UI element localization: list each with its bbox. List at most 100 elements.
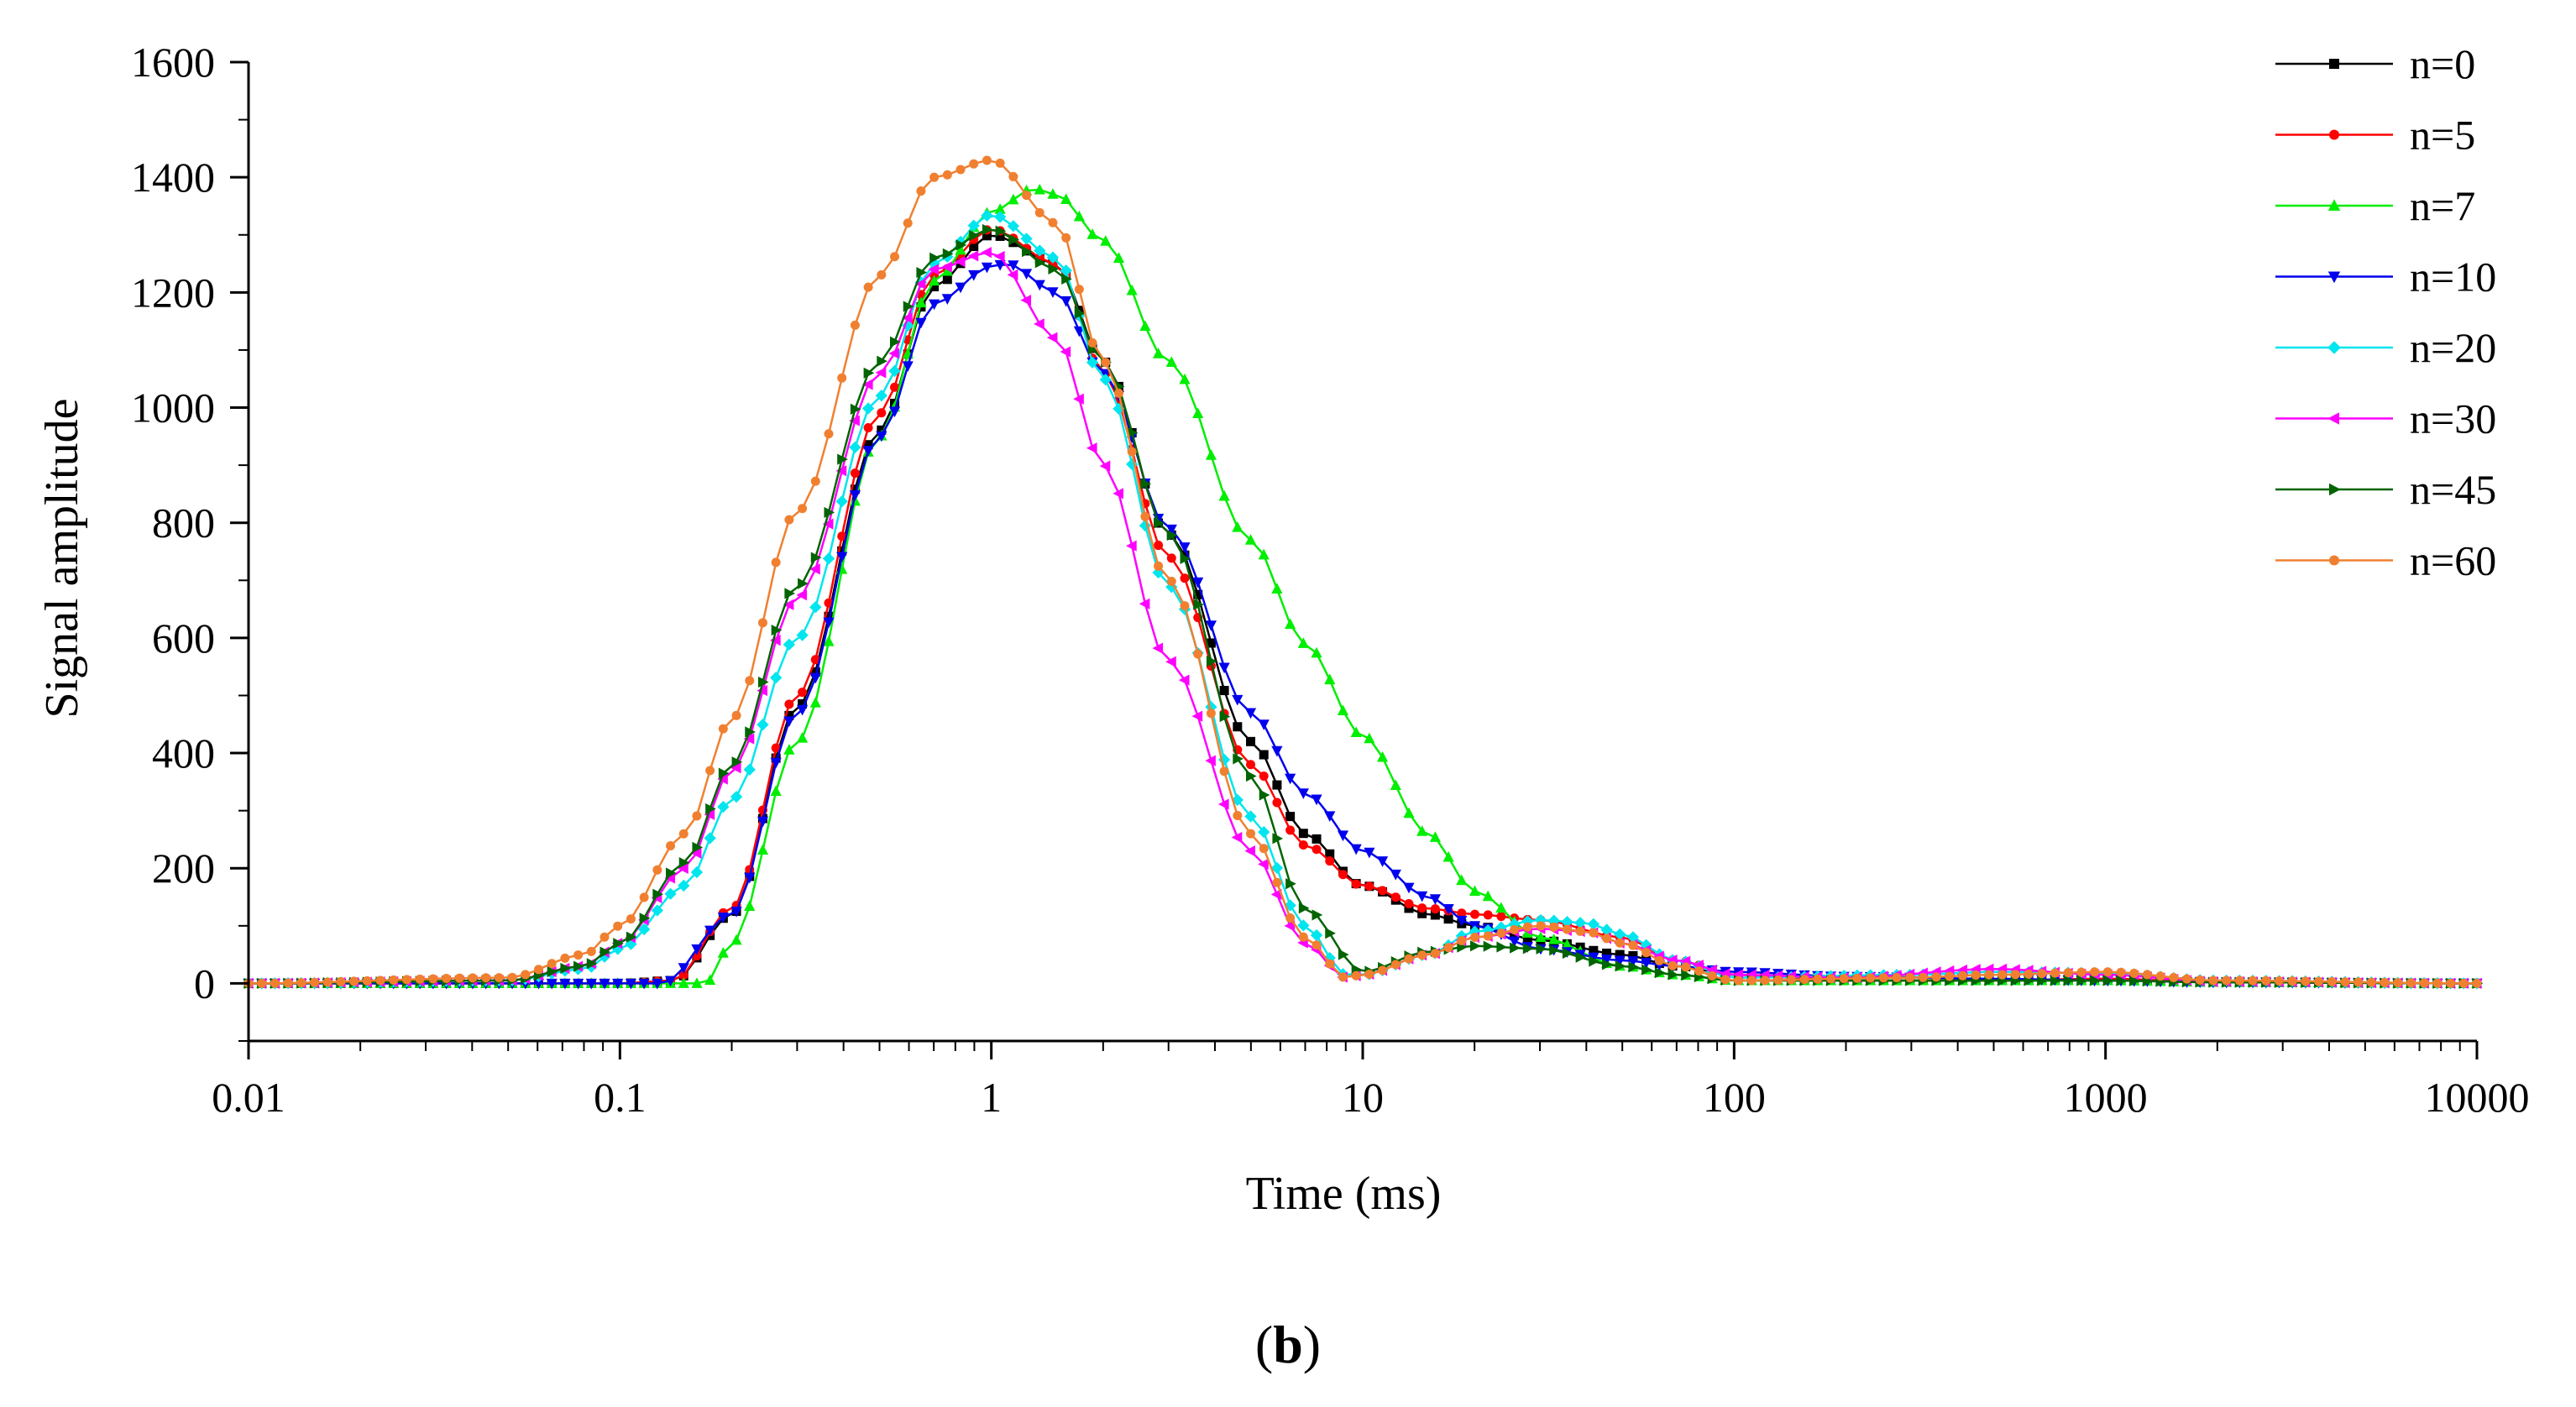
data-point <box>1259 750 1269 760</box>
nmr-t2-chart: 0.01 0.1 1 10 100 1000 10000 0 200 400 600 800 1000 1… <box>36 39 2530 1220</box>
data-point <box>1152 642 1164 654</box>
data-point <box>1931 972 1941 982</box>
data-point <box>257 978 267 988</box>
series-line <box>249 264 2477 985</box>
data-point <box>888 348 900 359</box>
data-point <box>1152 348 1165 358</box>
data-point <box>1298 902 1310 914</box>
data-point <box>809 601 822 614</box>
data-point <box>770 785 782 797</box>
data-point <box>678 963 689 974</box>
data-point <box>1312 845 1322 855</box>
data-point <box>810 552 822 563</box>
data-point <box>573 960 584 972</box>
data-point <box>1825 974 1835 984</box>
data-point <box>1945 971 1955 981</box>
series-layer <box>242 155 2484 990</box>
data-point <box>1193 599 1204 610</box>
data-point <box>1127 447 1137 457</box>
data-point <box>1046 332 1058 343</box>
data-point <box>890 336 901 348</box>
data-point <box>861 379 873 390</box>
data-point <box>1270 888 1282 900</box>
data-point <box>1707 970 1717 981</box>
data-point <box>849 441 861 454</box>
data-point <box>1508 936 1521 948</box>
data-point <box>1048 263 1060 275</box>
data-point <box>625 938 637 950</box>
data-point <box>704 832 716 845</box>
data-point <box>877 355 887 367</box>
data-point <box>1086 442 1097 454</box>
data-point <box>1034 280 1045 291</box>
data-point <box>994 259 1006 271</box>
data-point <box>1218 489 1230 501</box>
data-point <box>1285 773 1296 785</box>
data-point <box>730 907 742 918</box>
data-point <box>637 923 651 936</box>
data-point <box>823 635 835 646</box>
legend: n=0 n=5 n=7 n=10 n=20 n=30 n=45 n=60 <box>2275 40 2496 584</box>
x-axis-title: Time (ms) <box>1246 1168 1442 1220</box>
data-point <box>890 382 900 392</box>
legend-item: n=60 <box>2275 537 2496 584</box>
data-point <box>1259 771 1269 781</box>
data-point <box>993 250 1005 263</box>
y-axis-title: Signal amplitude <box>36 398 88 718</box>
series-line <box>249 188 2477 985</box>
x-tick-label: 10 <box>1342 1074 1384 1121</box>
data-point <box>1430 904 1440 914</box>
data-point <box>1086 228 1098 239</box>
data-point <box>560 953 570 963</box>
data-point <box>454 973 464 983</box>
data-point <box>1575 926 1585 936</box>
data-point <box>915 296 927 308</box>
data-point <box>942 170 952 180</box>
data-point <box>2393 978 2403 988</box>
data-point <box>2169 972 2179 982</box>
data-point <box>1178 674 1190 686</box>
data-point <box>730 762 741 774</box>
data-point <box>1390 869 1401 881</box>
data-point <box>718 724 728 734</box>
data-point <box>981 209 993 222</box>
data-point <box>1206 709 1216 719</box>
data-point <box>783 599 794 610</box>
data-point <box>2432 978 2442 988</box>
legend-label: n=60 <box>2410 537 2496 584</box>
data-point <box>1060 264 1072 277</box>
data-point <box>824 506 835 519</box>
series-line <box>249 228 2477 985</box>
data-point <box>1231 793 1243 807</box>
data-point <box>2037 969 2047 979</box>
data-point <box>560 962 572 975</box>
legend-marker <box>2329 555 2339 566</box>
data-point <box>1668 960 1678 970</box>
y-tick-label: 800 <box>152 500 215 547</box>
data-point <box>532 978 545 990</box>
data-point <box>2050 968 2060 978</box>
data-point <box>2102 967 2113 977</box>
data-point <box>2301 976 2311 986</box>
data-point <box>902 319 914 332</box>
series-n-0 <box>243 231 2482 988</box>
data-point <box>1536 921 1546 931</box>
data-point <box>863 440 873 450</box>
data-point <box>1469 885 1481 897</box>
caption-close: ) <box>1302 1315 1322 1374</box>
series-n-20 <box>242 209 2484 990</box>
data-point <box>942 248 954 259</box>
data-point <box>1127 426 1139 439</box>
data-point <box>824 429 834 439</box>
data-point <box>1073 210 1085 222</box>
data-point <box>1008 171 1018 181</box>
data-point <box>717 800 730 813</box>
data-point <box>1403 882 1415 894</box>
data-point <box>1244 810 1257 823</box>
data-point <box>2195 975 2205 985</box>
data-point <box>1469 909 1479 919</box>
data-point <box>757 844 769 855</box>
data-point <box>809 696 821 708</box>
data-point <box>770 672 783 684</box>
data-point <box>1416 825 1428 836</box>
